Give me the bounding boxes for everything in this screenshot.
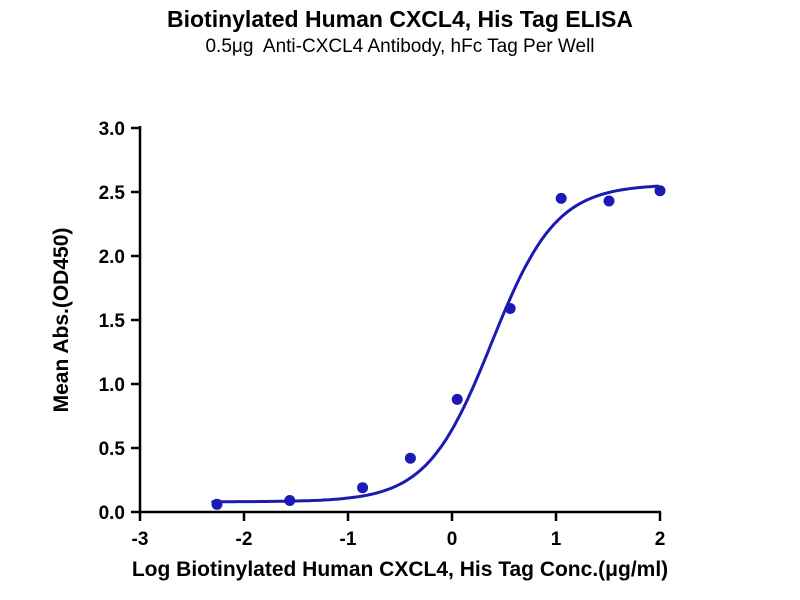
data-point: [284, 495, 296, 506]
y-tick-label: 1.0: [99, 375, 125, 396]
x-tick-label: -1: [340, 529, 357, 550]
data-point: [555, 192, 567, 204]
y-tick-label: 2.0: [99, 247, 125, 268]
y-tick-label: 1.5: [99, 311, 126, 332]
y-tick-label: 0.0: [99, 503, 125, 524]
x-tick-label: 1: [551, 529, 562, 550]
data-point: [504, 303, 516, 314]
x-tick-label: -3: [132, 529, 149, 550]
data-point: [654, 185, 666, 197]
y-tick-label: 2.5: [99, 183, 126, 204]
fit-curve: [211, 184, 660, 504]
data-point: [404, 452, 416, 464]
data-point: [211, 498, 223, 510]
data-point: [357, 482, 369, 494]
chart-title: Biotinylated Human CXCL4, His Tag ELISA: [166, 6, 634, 32]
x-axis-label: Log Biotinylated Human CXCL4, His Tag Co…: [131, 558, 669, 581]
chart-subtitle: 0.5μg Anti-CXCL4 Antibody, hFc Tag Per W…: [205, 36, 595, 57]
x-tick-label: 0: [447, 529, 458, 550]
x-tick-label: -2: [236, 529, 253, 550]
x-tick-label: 2: [655, 529, 666, 550]
data-point: [451, 393, 463, 405]
y-tick-label: 0.5: [99, 439, 126, 460]
y-tick-label: 3.0: [99, 119, 125, 140]
data-point: [603, 195, 615, 207]
